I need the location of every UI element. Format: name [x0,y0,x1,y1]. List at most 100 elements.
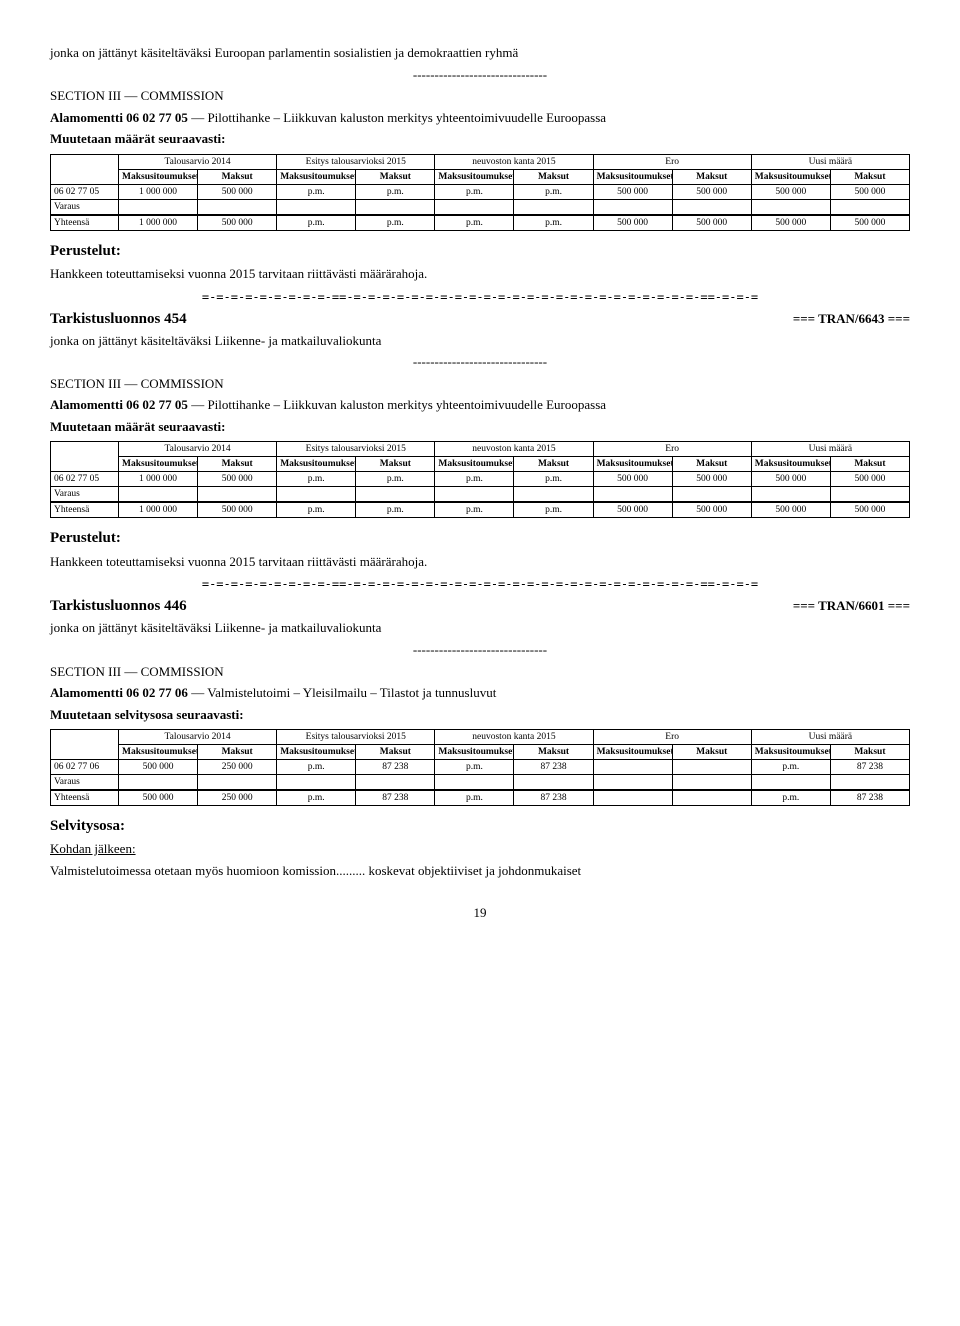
c: 500 000 [593,472,672,487]
th: Maksusitoumukset [593,457,672,472]
c: p.m. [277,790,356,806]
tark-446-row: Tarkistusluonnos 446 === TRAN/6601 === [50,598,910,615]
th-ms: Maksusitoumukset [751,169,830,184]
c: p.m. [435,760,514,775]
th-ms: Maksusitoumukset [277,169,356,184]
th-ms: Maksusitoumukset [593,169,672,184]
section-label-2: SECTION III — COMMISSION [50,375,910,393]
ala2-code: Alamomentti 06 02 77 05 [50,397,188,412]
tbl1-y3: p.m. [356,215,435,231]
tbl1-c5: p.m. [514,184,593,199]
c: 250 000 [198,760,277,775]
c: 500 000 [751,472,830,487]
th: Maksut [198,745,277,760]
liikenne-2: jonka on jättänyt käsiteltäväksi Liikenn… [50,619,910,637]
th: Talousarvio 2014 [119,442,277,457]
alamomentti-3: Alamomentti 06 02 77 06 — Valmistelutoim… [50,684,910,702]
th: Maksut [830,745,909,760]
th: Maksusitoumukset [119,457,198,472]
th: Maksusitoumukset [593,745,672,760]
tbl1-c1: 500 000 [198,184,277,199]
tbl1-c6: 500 000 [593,184,672,199]
tbl1-varaus: Varaus [51,199,119,215]
th-mk: Maksut [356,169,435,184]
th-ms: Maksusitoumukset [119,169,198,184]
c: 87 238 [356,760,435,775]
th-g2: Esitys talousarvioksi 2015 [277,154,435,169]
c: 87 238 [514,760,593,775]
c: 1 000 000 [119,472,198,487]
intro-line: jonka on jättänyt käsiteltäväksi Euroopa… [50,44,910,62]
budget-table-3: Talousarvio 2014 Esitys talousarvioksi 2… [50,729,910,806]
tbl1-c3: p.m. [356,184,435,199]
th: Maksut [356,457,435,472]
th: Ero [593,442,751,457]
tbl2-yht: Yhteensä [51,502,119,518]
c: 250 000 [198,790,277,806]
th: Maksut [514,457,593,472]
tbl2-code: 06 02 77 05 [51,472,119,487]
c: 500 000 [830,502,909,518]
th: Maksut [672,745,751,760]
c: 500 000 [751,502,830,518]
th: Maksusitoumukset [751,457,830,472]
muutetaan-1: Muutetaan määrät seuraavasti: [50,130,910,148]
th: Uusi määrä [751,730,909,745]
section-label-3: SECTION III — COMMISSION [50,663,910,681]
c: 500 000 [198,472,277,487]
dashes-2: ------------------------------- [50,353,910,371]
per-text-2: Hankkeen toteuttamiseksi vuonna 2015 tar… [50,553,910,571]
tbl3-yht: Yhteensä [51,790,119,806]
perustelut-2: Perustelut: [50,528,910,548]
th: Maksut [356,745,435,760]
th: Maksusitoumukset [435,745,514,760]
c: 500 000 [593,502,672,518]
th-g5: Uusi määrä [751,154,909,169]
ala3-rest: — Valmistelutoimi – Yleisilmailu – Tilas… [188,685,496,700]
th-g4: Ero [593,154,751,169]
muutetaan-2: Muutetaan määrät seuraavasti: [50,418,910,436]
c: 500 000 [119,760,198,775]
tbl1-yht-label: Yhteensä [51,215,119,231]
th-g3: neuvoston kanta 2015 [435,154,593,169]
dashes-1: ------------------------------- [50,66,910,84]
c: 500 000 [672,502,751,518]
tbl1-y5: p.m. [514,215,593,231]
tbl1-y2: p.m. [277,215,356,231]
tark446-left: Tarkistusluonnos 446 [50,598,187,615]
c: p.m. [514,502,593,518]
page-number: 19 [50,904,910,922]
alamomentti-2: Alamomentti 06 02 77 05 — Pilottihanke –… [50,396,910,414]
c: 500 000 [830,472,909,487]
c [672,760,751,775]
tbl1-c0: 1 000 000 [119,184,198,199]
eq-sep-1: =-=-=-=-=-=-=-=-=-==-=-=-=-=-=-=-=-=-=-=… [50,289,910,305]
perustelut-1: Perustelut: [50,241,910,261]
tark446-right: === TRAN/6601 === [793,598,910,614]
c: 87 238 [830,790,909,806]
ala1-code: Alamomentti 06 02 77 05 [50,110,188,125]
th: Maksut [672,457,751,472]
c: p.m. [277,502,356,518]
th: Maksusitoumukset [751,745,830,760]
th: Esitys talousarvioksi 2015 [277,730,435,745]
th-ms: Maksusitoumukset [435,169,514,184]
tbl1-code: 06 02 77 05 [51,184,119,199]
dashes-3: ------------------------------- [50,641,910,659]
per-text-1: Hankkeen toteuttamiseksi vuonna 2015 tar… [50,265,910,283]
c: 87 238 [356,790,435,806]
budget-table-2: Talousarvio 2014 Esitys talousarvioksi 2… [50,441,910,518]
th-g1: Talousarvio 2014 [119,154,277,169]
section-label-1: SECTION III — COMMISSION [50,87,910,105]
tbl3-code: 06 02 77 06 [51,760,119,775]
th: Maksusitoumukset [277,745,356,760]
c [593,790,672,806]
tbl1-c9: 500 000 [830,184,909,199]
tbl1-y1: 500 000 [198,215,277,231]
ala1-rest: — Pilottihanke – Liikkuvan kaluston merk… [188,110,606,125]
c: p.m. [435,502,514,518]
tark-454-row: Tarkistusluonnos 454 === TRAN/6643 === [50,311,910,328]
tbl3-varaus: Varaus [51,775,119,791]
c [672,790,751,806]
c: p.m. [277,472,356,487]
